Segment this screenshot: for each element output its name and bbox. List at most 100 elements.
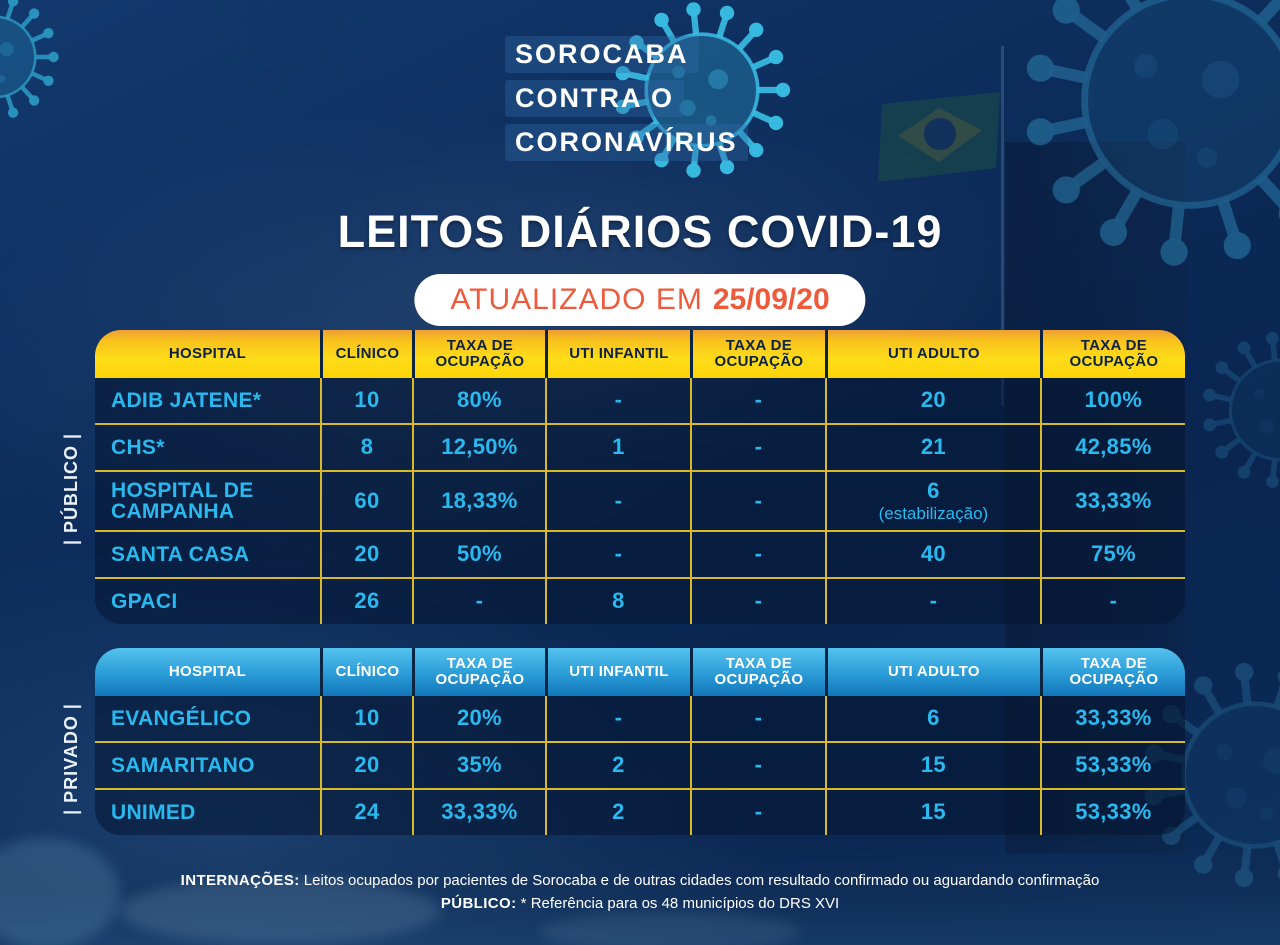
table-row: ADIB JATENE* 10 80% - - 20 100% <box>95 378 1185 423</box>
footnote-publico: PÚBLICO: * Referência para os 48 municíp… <box>0 895 1280 912</box>
cell-value: 6 <box>927 478 940 504</box>
table-cell: - <box>689 696 825 741</box>
table-cell: 1 <box>544 425 690 470</box>
updated-label: ATUALIZADO EM <box>450 283 703 316</box>
table-cell: 2 <box>544 743 690 788</box>
hospital-name-cell: ADIB JATENE* <box>111 388 262 412</box>
table-cell: 10 <box>319 378 412 423</box>
table-row: SAMARITANO 20 35% 2 - 15 53,33% <box>95 741 1185 788</box>
section-label-public: | PÚBLICO | <box>61 432 81 546</box>
table-cell: - <box>1039 579 1185 624</box>
hospital-name-cell: EVANGÉLICO <box>111 706 252 730</box>
table-cell: 42,85% <box>1039 425 1185 470</box>
hospital-name-cell: GPACI <box>111 589 178 613</box>
table-cell: - <box>689 579 825 624</box>
coronavirus-icon <box>210 0 370 100</box>
table-cell: 35% <box>411 743 545 788</box>
table-cell: 60 <box>319 472 412 530</box>
table-cell: 53,33% <box>1039 790 1185 835</box>
cell-note: (estabilização) <box>878 503 989 523</box>
brazil-flag <box>878 92 1000 182</box>
public-table-body: ADIB JATENE* 10 80% - - 20 100% CHS* 8 1… <box>95 378 1185 624</box>
background-light-patch <box>120 878 440 944</box>
hospital-name-cell: HOSPITAL DE CAMPANHA <box>111 478 254 523</box>
column-header: TAXA DE OCUPAÇÃO <box>1039 330 1185 378</box>
table-cell: - <box>544 378 690 423</box>
table-cell: 20 <box>319 532 412 577</box>
background-photo-ground <box>0 828 1280 945</box>
table-cell: 15 <box>824 743 1040 788</box>
private-table-body: EVANGÉLICO 10 20% - - 6 33,33% SAMARITAN… <box>95 696 1185 835</box>
column-header: TAXA DE OCUPAÇÃO <box>411 330 545 378</box>
table-cell: 24 <box>319 790 412 835</box>
column-header: CLÍNICO <box>319 648 412 696</box>
table-cell: 20 <box>319 743 412 788</box>
footnote-text: Leitos ocupados por pacientes de Sorocab… <box>299 872 1100 889</box>
table-cell: - <box>544 472 690 530</box>
column-header: UTI INFANTIL <box>544 648 690 696</box>
table-cell: 15 <box>824 790 1040 835</box>
column-header: HOSPITAL <box>168 662 247 680</box>
footnote-text: * Referência para os 48 municípios do DR… <box>516 895 840 912</box>
table-cell: - <box>544 532 690 577</box>
table-cell: 33,33% <box>1039 472 1185 530</box>
table-cell: - <box>689 425 825 470</box>
table-cell: 20 <box>824 378 1040 423</box>
updated-badge: ATUALIZADO EM 25/09/20 <box>414 274 866 326</box>
coronavirus-icon <box>1200 330 1280 490</box>
logo-line: SOROCABA <box>505 36 699 73</box>
private-hospitals-table: HOSPITAL CLÍNICO TAXA DE OCUPAÇÃO UTI IN… <box>95 648 1185 835</box>
table-cell: 33,33% <box>411 790 545 835</box>
footnote-internacoes: INTERNAÇÕES: Leitos ocupados por pacient… <box>0 872 1280 889</box>
flag-pole <box>1001 46 1004 406</box>
coronavirus-icon <box>0 0 60 122</box>
hospital-name-cell: SAMARITANO <box>111 753 255 777</box>
table-row: UNIMED 24 33,33% 2 - 15 53,33% <box>95 788 1185 835</box>
hospital-name-cell: CHS* <box>111 435 165 459</box>
table-cell: 50% <box>411 532 545 577</box>
public-hospitals-table: HOSPITAL CLÍNICO TAXA DE OCUPAÇÃO UTI IN… <box>95 330 1185 624</box>
column-header: HOSPITAL <box>168 344 247 362</box>
table-cell: - <box>689 743 825 788</box>
table-cell: 80% <box>411 378 545 423</box>
table-cell: 2 <box>544 790 690 835</box>
column-header: UTI ADULTO <box>824 330 1040 378</box>
table-cell: - <box>689 532 825 577</box>
table-cell: - <box>689 472 825 530</box>
table-row: CHS* 8 12,50% 1 - 21 42,85% <box>95 423 1185 470</box>
table-cell: - <box>544 696 690 741</box>
table-cell: 26 <box>319 579 412 624</box>
background-light-patch <box>540 912 800 945</box>
table-cell: 10 <box>319 696 412 741</box>
table-cell: 8 <box>319 425 412 470</box>
table-cell: 100% <box>1039 378 1185 423</box>
column-header: UTI ADULTO <box>824 648 1040 696</box>
column-header: UTI INFANTIL <box>544 330 690 378</box>
logo-line: CONTRA O <box>505 80 684 117</box>
section-label-private: | PRIVADO | <box>61 703 81 815</box>
column-header: TAXA DE OCUPAÇÃO <box>689 330 825 378</box>
hospital-name-cell: SANTA CASA <box>111 542 250 566</box>
table-row: GPACI 26 - 8 - - - <box>95 577 1185 624</box>
public-table-header: HOSPITAL CLÍNICO TAXA DE OCUPAÇÃO UTI IN… <box>95 330 1185 378</box>
table-row: EVANGÉLICO 10 20% - - 6 33,33% <box>95 696 1185 741</box>
footnote-label: PÚBLICO: <box>440 895 517 912</box>
column-header: CLÍNICO <box>319 330 412 378</box>
table-cell: 8 <box>544 579 690 624</box>
table-cell: 33,33% <box>1039 696 1185 741</box>
table-cell: 40 <box>824 532 1040 577</box>
footnote-label: INTERNAÇÕES: <box>180 872 300 889</box>
table-cell: 20% <box>411 696 545 741</box>
table-cell: 18,33% <box>411 472 545 530</box>
table-cell: - <box>824 579 1040 624</box>
table-cell: - <box>411 579 545 624</box>
private-table-header: HOSPITAL CLÍNICO TAXA DE OCUPAÇÃO UTI IN… <box>95 648 1185 696</box>
column-header: TAXA DE OCUPAÇÃO <box>411 648 545 696</box>
table-cell: 75% <box>1039 532 1185 577</box>
logo-line: CORONAVÍRUS <box>505 124 748 161</box>
table-cell: - <box>689 790 825 835</box>
table-cell: - <box>689 378 825 423</box>
column-header: TAXA DE OCUPAÇÃO <box>689 648 825 696</box>
updated-date: 25/09/20 <box>712 283 830 316</box>
